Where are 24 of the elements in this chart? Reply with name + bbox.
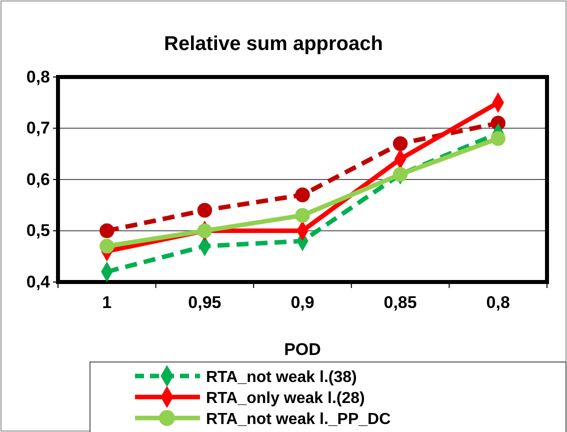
x-tick-label: 0,9 — [290, 293, 314, 312]
point — [100, 223, 114, 238]
point — [197, 202, 212, 218]
point — [490, 131, 506, 146]
point — [392, 167, 408, 182]
x-axis-title: POD — [284, 340, 321, 359]
point — [295, 188, 310, 202]
point — [392, 136, 408, 151]
y-tick-label: 0,6 — [26, 170, 50, 189]
x-tick-label: 0,85 — [384, 293, 417, 312]
y-tick-label: 0,8 — [26, 67, 50, 86]
y-tick-label: 0,4 — [26, 272, 51, 292]
legend-label: RTA_not weak l.(38) — [206, 369, 357, 386]
point — [295, 208, 310, 223]
x-tick-label: 0,8 — [486, 293, 510, 312]
point — [197, 223, 212, 238]
y-tick-label: 0,5 — [26, 221, 50, 240]
x-tick-label: 0,95 — [188, 293, 222, 312]
legend-label: RTA_not weak l._PP_DC — [206, 411, 392, 428]
point — [100, 238, 114, 254]
x-tick-label: 1 — [102, 293, 112, 312]
chart-title: Relative sum approach — [164, 33, 383, 55]
legend-label: RTA_only weak l.(28) — [206, 390, 365, 407]
y-tick-label: 0,7 — [26, 118, 50, 138]
